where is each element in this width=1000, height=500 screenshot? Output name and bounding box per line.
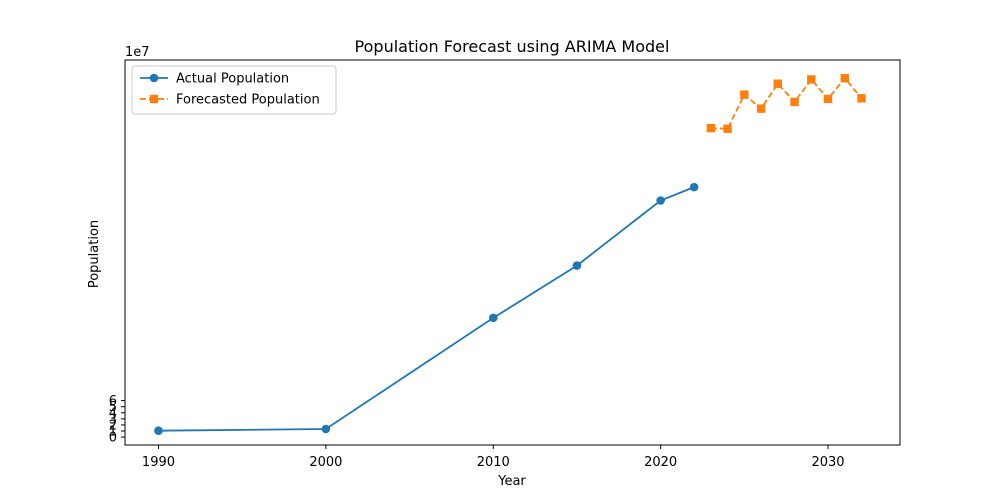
x-tick-label: 2030 <box>811 455 844 470</box>
y-tick-label: 2 <box>109 418 117 433</box>
chart-title: Population Forecast using ARIMA Model <box>355 37 670 56</box>
data-point <box>740 90 749 99</box>
x-tick-label: 2000 <box>309 455 342 470</box>
legend-item: Actual Population <box>140 72 289 87</box>
y-tick-label: 6 <box>109 394 117 409</box>
plot-frame <box>124 59 901 446</box>
y-axis-offset-label: 1e7 <box>125 45 150 60</box>
y-tick-label: 1 <box>109 425 117 440</box>
legend-marker <box>149 73 159 83</box>
series-line <box>710 76 863 130</box>
y-tick-label: 3 <box>109 412 117 427</box>
data-point <box>773 79 783 88</box>
y-tick-label: 4 <box>109 406 117 421</box>
data-point <box>689 182 699 192</box>
data-point <box>723 124 732 133</box>
legend-box <box>131 65 337 115</box>
plot-area <box>124 59 901 446</box>
data-point <box>154 426 163 436</box>
legend: Actual Population Forecasted Population <box>131 65 337 115</box>
x-tick-label: 1990 <box>142 455 175 470</box>
legend-marker <box>149 94 159 104</box>
x-tick-label: 2020 <box>644 455 677 470</box>
data-point <box>807 75 816 84</box>
data-point <box>756 104 766 113</box>
data-point <box>823 94 833 104</box>
y-tick-label: 5 <box>109 400 117 415</box>
data-point <box>572 261 582 270</box>
series-layer <box>154 74 866 436</box>
y-axis-title: Population <box>87 220 102 288</box>
legend-item: Forecasted Population <box>140 93 320 108</box>
data-point <box>706 123 716 133</box>
data-point <box>656 196 665 205</box>
x-tick-label: 2010 <box>477 455 510 470</box>
series-1 <box>154 182 699 436</box>
x-axis-title: Year <box>497 474 526 489</box>
x-axis: 1990 2000 2010 2020 2030 <box>142 445 845 470</box>
legend-label: Forecasted Population <box>176 93 320 108</box>
data-point <box>857 94 866 103</box>
data-point <box>790 97 799 107</box>
legend-label: Actual Population <box>176 72 289 87</box>
data-point <box>488 313 498 323</box>
data-point <box>840 74 849 83</box>
data-point <box>321 424 331 434</box>
series-2 <box>706 74 866 133</box>
y-tick-label: 0 <box>109 431 117 446</box>
series-line <box>158 186 695 432</box>
